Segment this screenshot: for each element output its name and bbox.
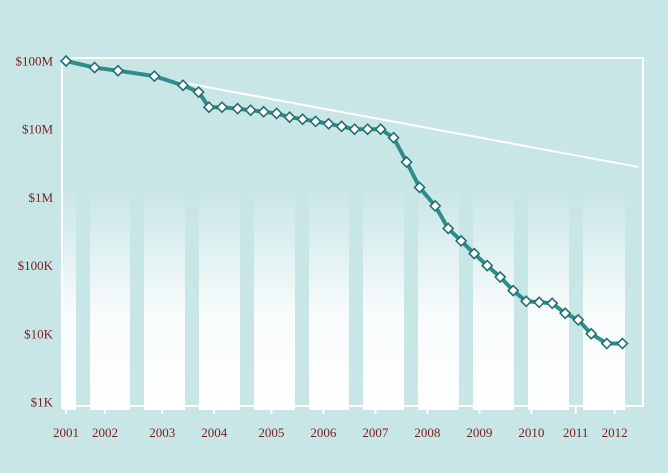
y-axis: $1K $10K $100K $1M $10M $100M	[15, 54, 53, 410]
x-tick-label: 2012	[602, 425, 628, 440]
y-tick-label: $100M	[15, 54, 53, 69]
background-column	[254, 190, 295, 410]
data-point-marker	[533, 296, 546, 309]
data-point-marker	[231, 102, 244, 115]
data-point-marker	[244, 104, 257, 117]
data-point-marker	[192, 85, 205, 99]
data-point-marker	[429, 199, 442, 213]
y-tick-label: $1K	[31, 395, 54, 410]
y-tick-label: $1M	[28, 190, 53, 205]
data-point-marker	[111, 64, 125, 77]
data-point-marker	[468, 247, 481, 260]
x-tick-label: 2008	[414, 425, 440, 440]
background-column	[309, 190, 349, 410]
background-columns	[62, 190, 625, 410]
x-tick-label: 2007	[362, 425, 389, 440]
x-tick-label: 2010	[518, 425, 544, 440]
y-tick-label: $100K	[18, 258, 54, 273]
data-point-marker	[616, 337, 629, 350]
data-point-marker	[494, 270, 507, 284]
data-point-marker	[296, 113, 309, 126]
data-point-marker	[559, 307, 572, 320]
x-tick-label: 2005	[258, 425, 284, 440]
x-tick-label: 2002	[92, 425, 118, 440]
data-point-marker	[572, 313, 585, 327]
x-tick-label: 2011	[563, 425, 589, 440]
data-point-marker	[374, 123, 387, 136]
data-point-marker	[413, 181, 426, 194]
x-tick-label: 2001	[53, 425, 79, 440]
x-axis: 2001 2002 2003 2004 2005 2006 2007 2008 2009 2010…	[53, 406, 628, 440]
x-tick-label: 2003	[149, 425, 175, 440]
data-point-marker	[322, 117, 335, 130]
data-point-marker	[348, 123, 361, 136]
data-point-marker	[88, 61, 101, 74]
data-point-marker	[309, 115, 322, 128]
data-point-marker	[585, 327, 598, 340]
data-point-marker	[546, 297, 559, 310]
background-column	[144, 190, 185, 410]
data-point-marker	[361, 123, 374, 136]
data-point-marker	[283, 111, 296, 124]
data-point-marker	[176, 79, 190, 92]
background-column	[90, 190, 130, 410]
x-tick-label: 2009	[466, 425, 492, 440]
background-column	[199, 190, 240, 410]
data-point-marker	[257, 105, 270, 118]
data-point-marker	[520, 295, 533, 308]
data-point-marker	[59, 54, 73, 68]
data-point-marker	[387, 131, 400, 144]
background-column	[583, 190, 625, 410]
data-point-marker	[600, 337, 613, 350]
plot-frame	[61, 57, 644, 407]
data-point-marker	[270, 107, 283, 120]
data-point-marker	[507, 284, 520, 297]
background-column	[473, 190, 514, 410]
background-column	[418, 190, 459, 410]
x-tick-label: 2004	[201, 425, 228, 440]
data-point-marker	[148, 69, 161, 83]
data-point-marker	[335, 120, 348, 133]
y-tick-label: $10K	[24, 326, 54, 341]
series-group	[59, 54, 639, 350]
data-point-marker	[202, 101, 216, 114]
y-tick-label: $10M	[22, 122, 54, 137]
background-column	[363, 190, 404, 410]
data-point-marker	[400, 155, 413, 169]
data-point-marker	[481, 259, 494, 272]
background-column	[62, 190, 76, 410]
data-point-marker	[455, 234, 468, 248]
data-point-marker	[215, 101, 229, 114]
x-tick-label: 2006	[310, 425, 337, 440]
data-point-marker	[442, 222, 455, 235]
